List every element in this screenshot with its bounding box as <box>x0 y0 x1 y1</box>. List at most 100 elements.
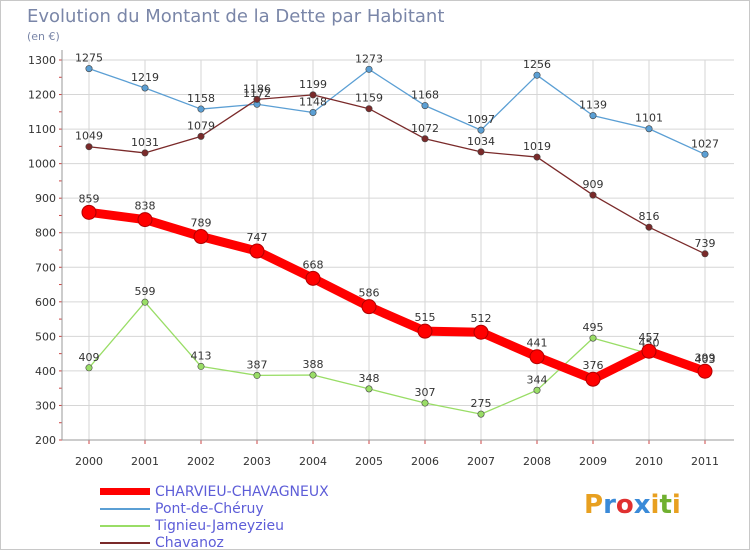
x-tick-label: 2008 <box>523 455 551 468</box>
data-point <box>585 371 601 387</box>
data-point <box>533 386 541 394</box>
data-point <box>197 105 205 113</box>
data-label: 1079 <box>187 119 215 132</box>
y-tick-label: 1000 <box>28 158 56 171</box>
data-label: 457 <box>639 331 660 344</box>
data-label: 1027 <box>691 137 719 150</box>
data-label: 1097 <box>467 113 495 126</box>
data-label: 1219 <box>131 71 159 84</box>
data-point <box>477 148 485 156</box>
data-point <box>193 229 209 245</box>
y-tick-label: 900 <box>35 192 56 205</box>
proxiti-logo: Proxiti <box>584 490 681 520</box>
y-tick-label: 500 <box>35 330 56 343</box>
data-label: 1158 <box>187 92 215 105</box>
data-label: 388 <box>303 358 324 371</box>
y-tick-label: 200 <box>35 434 56 447</box>
data-point <box>421 102 429 110</box>
data-point <box>529 349 545 365</box>
data-point <box>85 143 93 151</box>
data-point <box>697 363 713 379</box>
x-tick-label: 2007 <box>467 455 495 468</box>
x-tick-label: 2011 <box>691 455 719 468</box>
data-point <box>309 371 317 379</box>
chart-title: Evolution du Montant de la Dette par Hab… <box>27 6 445 27</box>
data-label: 1031 <box>131 136 159 149</box>
data-label: 1159 <box>355 92 383 105</box>
legend-label: Pont-de-Chéruy <box>155 501 264 517</box>
data-point <box>309 109 317 117</box>
data-label: 1139 <box>579 99 607 112</box>
x-tick-label: 2009 <box>579 455 607 468</box>
data-point <box>141 298 149 306</box>
data-point <box>253 371 261 379</box>
data-point <box>85 65 93 73</box>
data-label: 816 <box>639 210 660 223</box>
data-label: 1101 <box>635 112 663 125</box>
data-label: 409 <box>79 351 100 364</box>
data-label: 739 <box>695 237 716 250</box>
data-label: 1275 <box>75 52 103 65</box>
y-tick-label: 1200 <box>28 89 56 102</box>
y-tick-label: 1100 <box>28 123 56 136</box>
data-label: 399 <box>695 351 716 364</box>
data-label: 1199 <box>299 78 327 91</box>
data-point <box>365 105 373 113</box>
legend-label: CHARVIEU-CHAVAGNEUX <box>155 484 329 500</box>
data-label: 789 <box>191 217 212 230</box>
y-tick-label: 400 <box>35 365 56 378</box>
data-point <box>305 270 321 286</box>
data-label: 1168 <box>411 89 439 102</box>
data-point <box>141 149 149 157</box>
legend-swatch <box>100 508 150 510</box>
data-label: 599 <box>135 285 156 298</box>
legend-label: Tignieu-Jameyzieu <box>155 518 284 534</box>
data-label: 1148 <box>299 96 327 109</box>
data-point <box>421 399 429 407</box>
data-point <box>141 84 149 92</box>
data-label: 403 <box>695 353 716 366</box>
data-label: 387 <box>247 358 268 371</box>
data-point <box>641 343 657 359</box>
data-point <box>477 126 485 134</box>
legend-swatch <box>100 542 150 544</box>
data-point <box>361 299 377 315</box>
data-point <box>533 153 541 161</box>
chart-unit-label: (en €) <box>27 30 60 43</box>
data-label: 1172 <box>243 87 271 100</box>
data-point <box>309 91 317 99</box>
legend-swatch <box>100 525 150 527</box>
data-label: 668 <box>303 258 324 271</box>
y-tick-label: 1300 <box>28 54 56 67</box>
data-label: 512 <box>471 312 492 325</box>
data-point <box>197 132 205 140</box>
x-tick-label: 2004 <box>299 455 327 468</box>
data-point <box>589 191 597 199</box>
y-tick-label: 700 <box>35 261 56 274</box>
y-tick-label: 600 <box>35 296 56 309</box>
data-label: 441 <box>527 337 548 350</box>
data-point <box>645 223 653 231</box>
data-label: 1186 <box>243 82 271 95</box>
data-point <box>421 135 429 143</box>
legend-swatch <box>100 488 150 495</box>
legend-label: Chavanoz <box>155 535 224 551</box>
data-label: 1034 <box>467 135 495 148</box>
data-point <box>253 95 261 103</box>
data-label: 413 <box>191 349 212 362</box>
data-point <box>645 125 653 133</box>
data-point <box>701 150 709 158</box>
data-label: 747 <box>247 231 268 244</box>
data-label: 515 <box>415 311 436 324</box>
data-point <box>249 243 265 259</box>
x-tick-label: 2002 <box>187 455 215 468</box>
x-tick-label: 2001 <box>131 455 159 468</box>
data-point <box>477 410 485 418</box>
data-label: 1049 <box>75 130 103 143</box>
data-label: 495 <box>583 321 604 334</box>
data-label: 376 <box>583 359 604 372</box>
x-tick-label: 2000 <box>75 455 103 468</box>
data-label: 344 <box>527 373 548 386</box>
data-point <box>533 71 541 79</box>
